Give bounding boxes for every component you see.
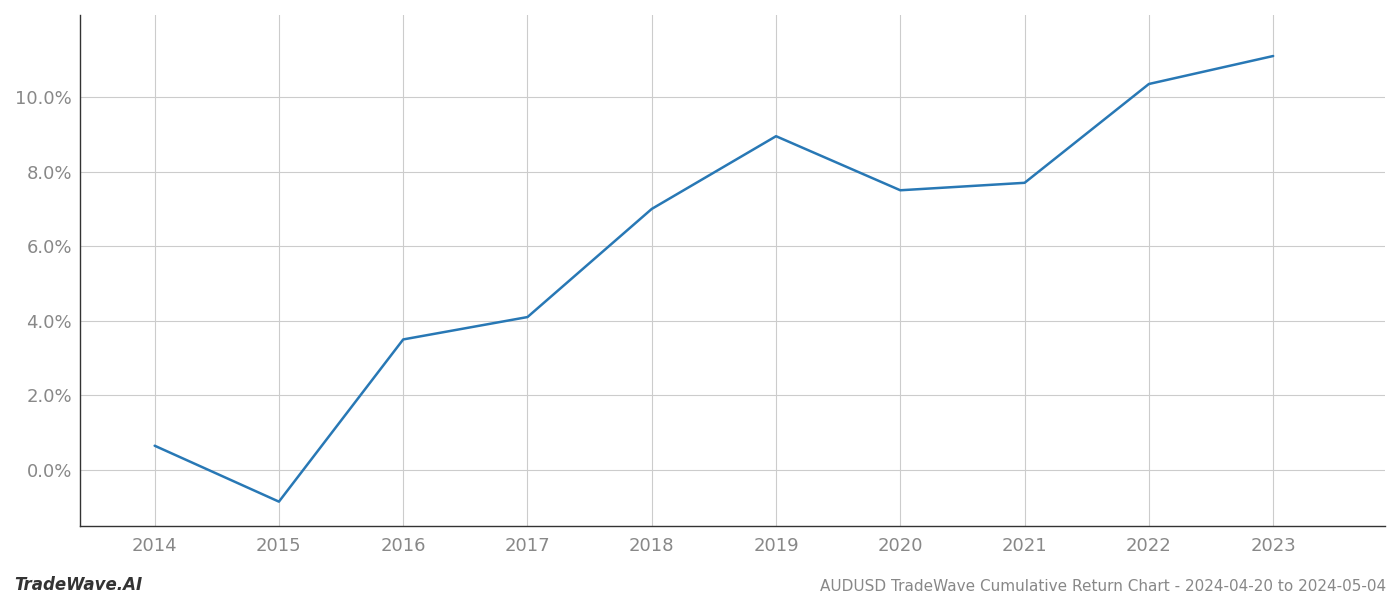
Text: AUDUSD TradeWave Cumulative Return Chart - 2024-04-20 to 2024-05-04: AUDUSD TradeWave Cumulative Return Chart… [820, 579, 1386, 594]
Text: TradeWave.AI: TradeWave.AI [14, 576, 143, 594]
